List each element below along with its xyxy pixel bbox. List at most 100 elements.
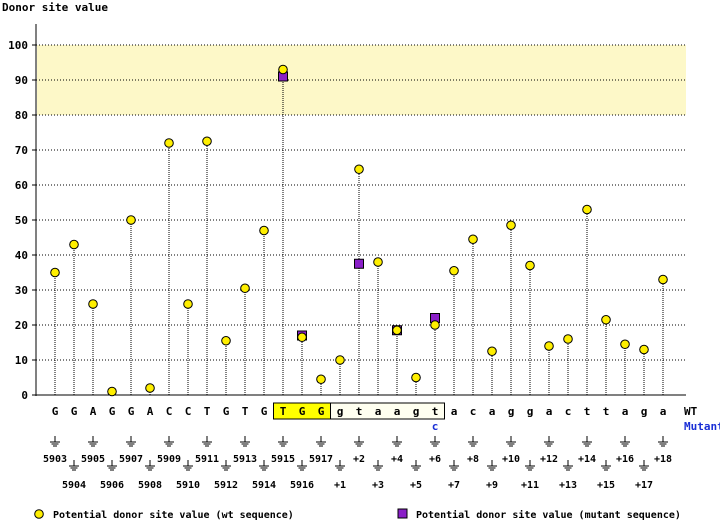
position-label: 5909: [157, 454, 181, 465]
wt-marker: [544, 341, 554, 351]
highlight-band-layer: [37, 45, 686, 115]
y-tick-label: 90: [15, 74, 28, 87]
sequence-base: T: [280, 405, 287, 418]
position-label: +4: [391, 454, 403, 465]
position-label: +18: [654, 454, 672, 465]
sequence-base: g: [413, 405, 420, 418]
y-tick-labels: 0 10 20 30 40 50 60 70 80 90 100: [8, 39, 28, 402]
sequence-base: G: [109, 405, 116, 418]
position-label: 5914: [252, 480, 276, 491]
wt-marker: [297, 332, 307, 343]
sequence-base: a: [451, 405, 458, 418]
wt-marker: [392, 325, 402, 336]
position-label: 5916: [290, 480, 314, 491]
sequence-base: a: [375, 405, 382, 418]
wt-marker: [639, 344, 649, 355]
position-tick: [164, 436, 174, 447]
sequence-base: a: [394, 405, 401, 418]
position-tick: [183, 460, 193, 471]
position-tick: [411, 460, 421, 471]
y-tick-label: 50: [15, 214, 28, 227]
wt-marker: [278, 64, 288, 75]
position-label: 5913: [233, 454, 257, 465]
position-tick: [221, 460, 231, 471]
wt-marker: [183, 299, 193, 309]
sequence-base: G: [318, 405, 325, 418]
sequence-base: g: [337, 405, 344, 418]
position-label: +17: [635, 480, 653, 491]
position-label: +9: [486, 480, 498, 491]
sequence-base: g: [508, 405, 515, 418]
y-tick-label: 30: [15, 284, 28, 297]
wt-marker: [658, 274, 668, 285]
position-tick: [468, 436, 478, 447]
position-tick: [50, 436, 60, 447]
wt-marker: [620, 339, 630, 350]
position-tick: [107, 460, 117, 471]
position-label: +8: [467, 454, 479, 465]
position-tick: [278, 436, 288, 447]
legend-wt-marker: [34, 509, 44, 519]
y-tick-label: 20: [15, 319, 28, 332]
sequence-base: a: [546, 405, 553, 418]
position-label: 5906: [100, 480, 124, 491]
position-label: 5912: [214, 480, 238, 491]
position-tick: [563, 460, 573, 471]
sequence-base: G: [71, 405, 78, 418]
sequence-base: G: [223, 405, 230, 418]
position-label: 5910: [176, 480, 200, 491]
position-tick: [354, 436, 364, 447]
wt-marker: [601, 314, 611, 325]
wt-marker: [69, 239, 79, 250]
sequence-base: C: [166, 405, 173, 418]
sequence-base: G: [261, 405, 268, 418]
highlight-band: [37, 45, 686, 115]
wt-marker: [563, 334, 573, 344]
position-label: +5: [410, 480, 422, 491]
position-label: +6: [429, 454, 441, 465]
position-tick: [430, 436, 440, 447]
position-tick: [506, 436, 516, 447]
sequence-base: c: [470, 405, 477, 418]
wt-marker: [259, 225, 269, 236]
position-tick: [601, 460, 611, 471]
wt-marker: [449, 265, 459, 276]
mutant-marker: [354, 258, 364, 269]
wt-marker: [316, 374, 326, 385]
position-label: +13: [559, 480, 577, 491]
sequence-base: a: [622, 405, 629, 418]
y-tick-label: 0: [21, 389, 28, 402]
position-label: +3: [372, 480, 384, 491]
sequence-base: a: [660, 405, 667, 418]
intron-box: [330, 402, 445, 420]
legend-wt-label: Potential donor site value (wt sequence): [53, 509, 294, 520]
position-tick: [69, 460, 79, 471]
position-tick: [126, 436, 136, 447]
wt-marker: [487, 346, 497, 357]
position-tick: [145, 460, 155, 471]
position-label: +2: [353, 454, 365, 465]
sequence-base: g: [527, 405, 534, 418]
sequence-base: g: [641, 405, 648, 418]
position-label: +12: [540, 454, 558, 465]
axes-layer: Donor site value: [2, 1, 686, 396]
y-axis-title: Donor site value: [2, 1, 108, 14]
wt-marker: [126, 215, 136, 225]
wt-marker: [164, 138, 174, 148]
position-label: +16: [616, 454, 634, 465]
y-tick-label: 100: [8, 39, 28, 52]
wt-marker: [221, 335, 231, 346]
position-tick: [202, 436, 212, 447]
position-label: +1: [334, 480, 346, 491]
wt-marker: [430, 320, 440, 330]
position-label: +11: [521, 480, 539, 491]
position-label: +14: [578, 454, 596, 465]
sequence-base: t: [584, 405, 591, 418]
wt-row-label: WT: [684, 405, 698, 418]
position-tick: [316, 436, 326, 447]
position-tick: [88, 436, 98, 447]
y-tick-label: 70: [15, 144, 28, 157]
position-tick: [335, 460, 345, 471]
